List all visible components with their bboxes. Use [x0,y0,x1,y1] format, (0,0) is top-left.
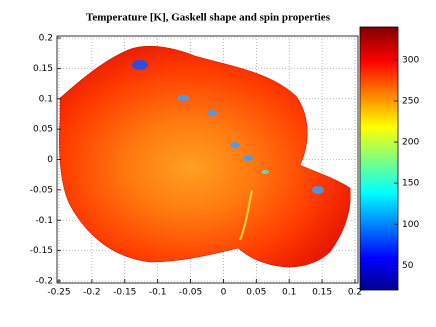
colorbar-tick-label: 300 [402,55,419,65]
colorbar-tick-label: 200 [402,138,419,148]
y-tick-label: 0.15 [33,64,53,74]
colorbar-tick-label: 250 [402,96,419,106]
cold-spots [132,60,324,194]
shadow-edge [239,189,253,241]
x-tick-label: -0.05 [179,288,202,298]
y-tick-label: -0.05 [30,185,53,195]
x-tick-label: 0.15 [312,288,332,298]
colorbar-tick-label: 100 [402,220,419,230]
x-tick-label: -0.2 [83,288,101,298]
x-tick-label: 0.2 [348,288,362,298]
x-tick-label: -0.15 [113,288,136,298]
y-tick-label: 0.2 [39,34,53,44]
colorbar-tick-label: 150 [402,179,419,189]
asteroid [59,45,351,268]
x-tick-label: -0.25 [47,288,70,298]
colorbar-tick-label: 50 [402,261,414,271]
y-tick-label: -0.15 [30,246,53,256]
chart-title: Temperature [K], Gaskell shape and spin … [86,12,331,24]
x-tick-label: -0.1 [149,288,167,298]
y-tick-label: 0.1 [39,94,53,104]
colorbar [359,26,399,291]
x-tick-label: 0 [221,288,227,298]
y-tick-label: 0 [47,155,53,165]
y-tick-label: -0.1 [35,216,53,226]
y-tick-label: 0.05 [33,125,53,135]
x-tick-label: 0.05 [246,288,266,298]
y-tick-label: -0.2 [35,277,53,287]
x-tick-label: 0.1 [282,288,296,298]
